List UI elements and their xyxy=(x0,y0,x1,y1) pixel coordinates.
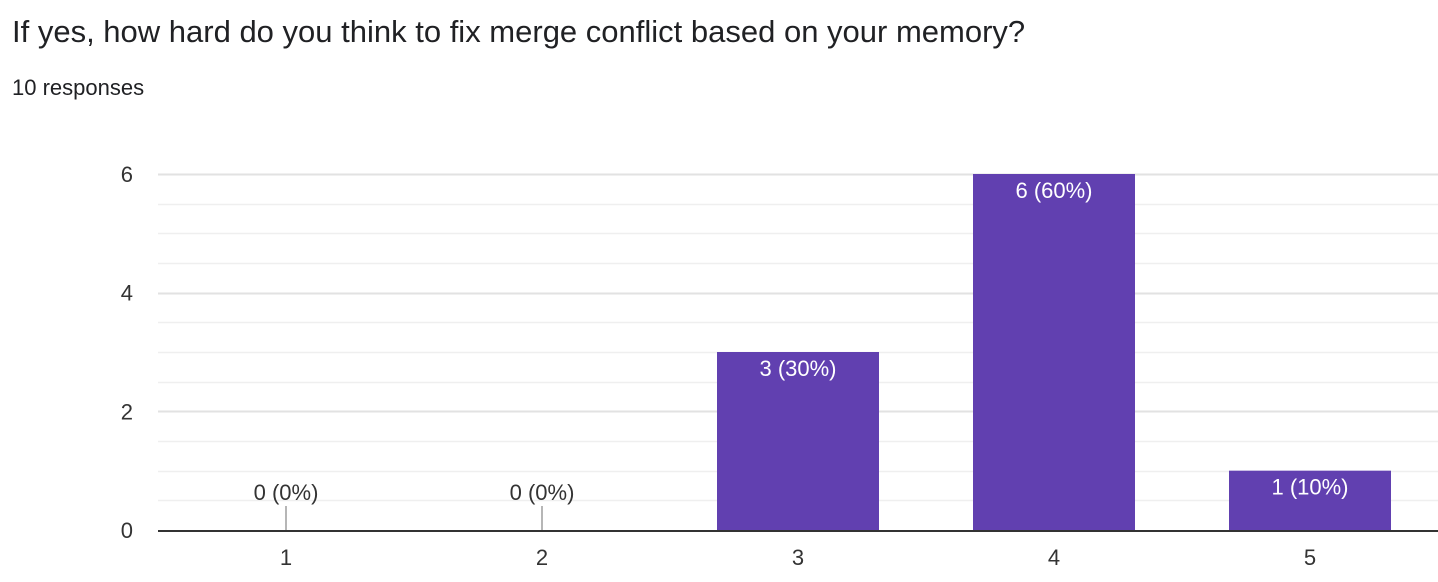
data-label: 0 (0%) xyxy=(510,480,575,505)
y-axis-ticks: 0 2 4 6 xyxy=(121,162,133,543)
x-tick-label: 5 xyxy=(1304,545,1316,570)
x-axis-ticks: 1 2 3 4 5 xyxy=(280,545,1316,570)
y-tick-label: 2 xyxy=(121,399,133,424)
bar[interactable] xyxy=(717,352,879,530)
data-labels: 0 (0%) 0 (0%) 3 (30%) 6 (60%) 1 (10%) xyxy=(254,178,1349,505)
data-label: 3 (30%) xyxy=(759,356,836,381)
y-tick-label: 6 xyxy=(121,162,133,187)
bars xyxy=(285,174,1391,530)
data-label: 6 (60%) xyxy=(1015,178,1092,203)
x-tick-label: 3 xyxy=(792,545,804,570)
gridlines xyxy=(158,173,1438,502)
response-count: 10 responses xyxy=(12,75,145,100)
question-title: If yes, how hard do you think to fix mer… xyxy=(12,14,1026,49)
bar[interactable] xyxy=(973,174,1135,530)
x-tick-label: 4 xyxy=(1048,545,1060,570)
bar[interactable] xyxy=(1229,470,1391,530)
data-label: 0 (0%) xyxy=(254,480,319,505)
y-tick-label: 0 xyxy=(121,518,133,543)
data-label: 1 (10%) xyxy=(1271,475,1348,500)
x-tick-label: 1 xyxy=(280,545,292,570)
y-tick-label: 4 xyxy=(121,281,133,306)
x-tick-label: 2 xyxy=(536,545,548,570)
